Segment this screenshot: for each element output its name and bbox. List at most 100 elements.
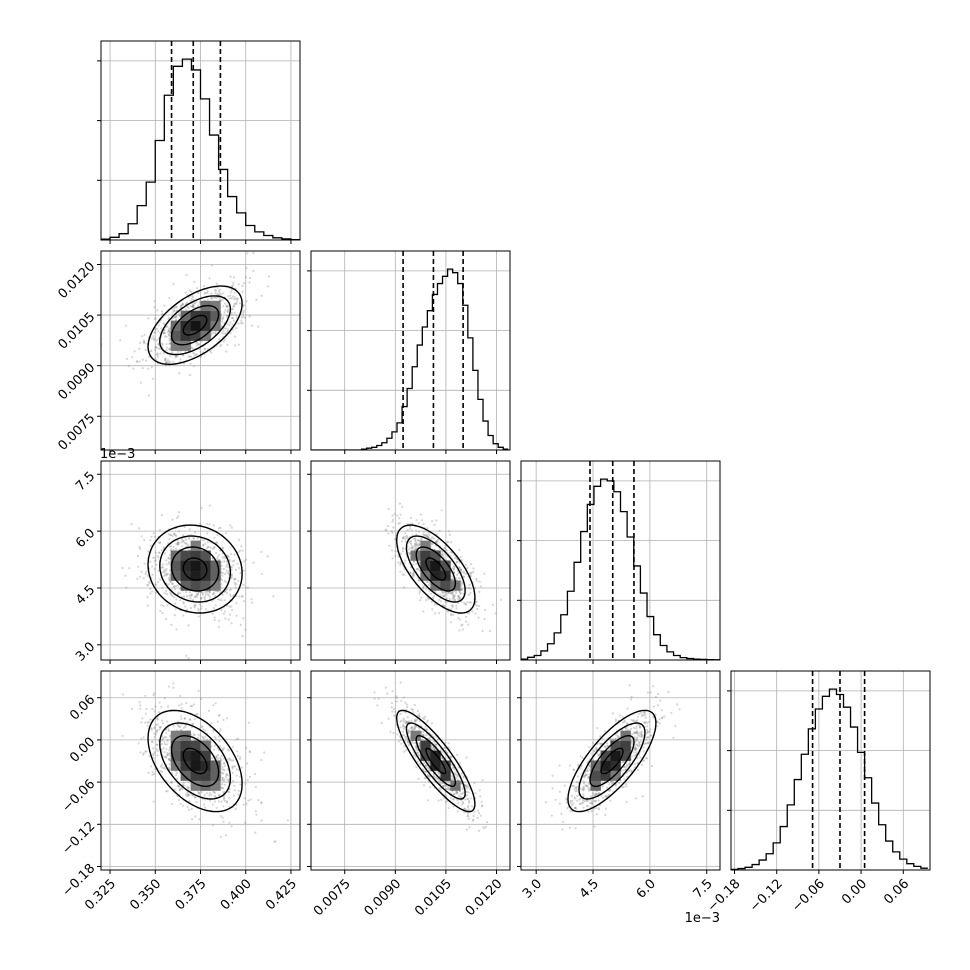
sample-point	[191, 304, 194, 307]
sample-point	[392, 526, 395, 529]
sample-point	[230, 622, 233, 625]
sample-point	[255, 298, 258, 301]
sample-point	[274, 840, 277, 843]
sample-point	[625, 785, 628, 788]
sample-point	[425, 734, 428, 737]
sample-point	[203, 794, 206, 797]
sample-point	[160, 327, 163, 330]
sample-point	[218, 558, 221, 562]
sample-point	[195, 713, 198, 716]
sample-point	[176, 543, 179, 546]
sample-point	[186, 795, 189, 798]
contour-line	[182, 314, 208, 336]
sample-point	[391, 520, 394, 523]
sample-point	[460, 584, 463, 587]
sample-point	[173, 585, 176, 588]
sample-point	[220, 318, 224, 321]
sample-point	[178, 788, 182, 792]
sample-point	[168, 579, 171, 582]
sample-point	[403, 561, 406, 565]
sample-point	[454, 590, 457, 593]
sample-point	[460, 792, 463, 795]
sample-point	[158, 701, 161, 704]
sample-point	[473, 810, 476, 813]
sample-point	[387, 717, 390, 720]
density-cell	[440, 760, 451, 771]
sample-point	[206, 541, 209, 544]
scatter-panel-2-1	[101, 251, 300, 450]
density-cell	[200, 750, 211, 761]
sample-point	[459, 618, 462, 621]
sample-point	[237, 322, 240, 325]
sample-point	[447, 610, 450, 613]
density-cell	[210, 310, 221, 321]
sample-point	[156, 352, 159, 355]
sample-point	[196, 304, 200, 307]
sample-point	[475, 577, 478, 581]
sample-point	[153, 732, 156, 735]
sample-point	[609, 799, 612, 802]
sample-point	[242, 569, 245, 572]
sample-point	[163, 736, 166, 739]
sample-point	[220, 299, 223, 302]
sample-point	[459, 795, 462, 798]
sample-point	[226, 343, 229, 346]
sample-point	[185, 595, 189, 598]
sample-point	[188, 528, 191, 531]
sample-point	[193, 603, 196, 606]
sample-point	[456, 792, 459, 795]
sample-point	[224, 775, 227, 779]
sample-point	[139, 547, 142, 550]
sample-point	[150, 337, 154, 340]
sample-point	[465, 615, 468, 618]
sample-point	[399, 726, 402, 729]
sample-point	[639, 740, 642, 743]
sample-point	[147, 394, 150, 397]
sample-point	[173, 788, 176, 791]
sample-point	[237, 737, 240, 740]
sample-point	[244, 276, 247, 279]
sample-point	[149, 587, 152, 591]
sample-point	[426, 766, 429, 769]
sample-point	[461, 581, 464, 585]
sample-point	[188, 536, 191, 539]
sample-point	[635, 727, 638, 730]
sample-point	[485, 821, 489, 824]
sample-point	[244, 821, 247, 824]
sample-point	[177, 543, 180, 546]
sample-point	[146, 721, 149, 724]
sample-point	[161, 719, 164, 722]
sample-point	[221, 772, 224, 775]
sample-point	[193, 718, 196, 721]
sample-point	[121, 734, 124, 737]
sample-point	[165, 568, 168, 571]
sample-point	[189, 299, 193, 303]
sample-point	[415, 541, 418, 544]
sample-point	[192, 306, 195, 309]
sample-point	[225, 305, 228, 308]
sample-point	[182, 726, 185, 730]
sample-point	[414, 720, 417, 723]
sample-point	[168, 348, 172, 351]
sample-point	[481, 804, 484, 807]
sample-point	[233, 335, 236, 338]
sample-point	[139, 381, 142, 384]
sample-point	[425, 770, 428, 773]
sample-point	[413, 742, 416, 745]
sample-point	[215, 557, 219, 560]
sample-point	[167, 329, 170, 332]
sample-point	[160, 310, 163, 313]
sample-point	[466, 567, 469, 570]
sample-point	[386, 692, 389, 695]
sample-point	[220, 609, 223, 612]
sample-point	[427, 531, 430, 534]
sample-point	[452, 593, 455, 596]
sample-point	[199, 597, 202, 600]
sample-point	[145, 570, 148, 574]
sample-point	[206, 290, 209, 293]
sample-point	[413, 560, 416, 563]
sample-point	[172, 307, 175, 310]
sample-point	[183, 541, 186, 545]
sample-point	[175, 598, 178, 601]
sample-point	[230, 307, 234, 311]
